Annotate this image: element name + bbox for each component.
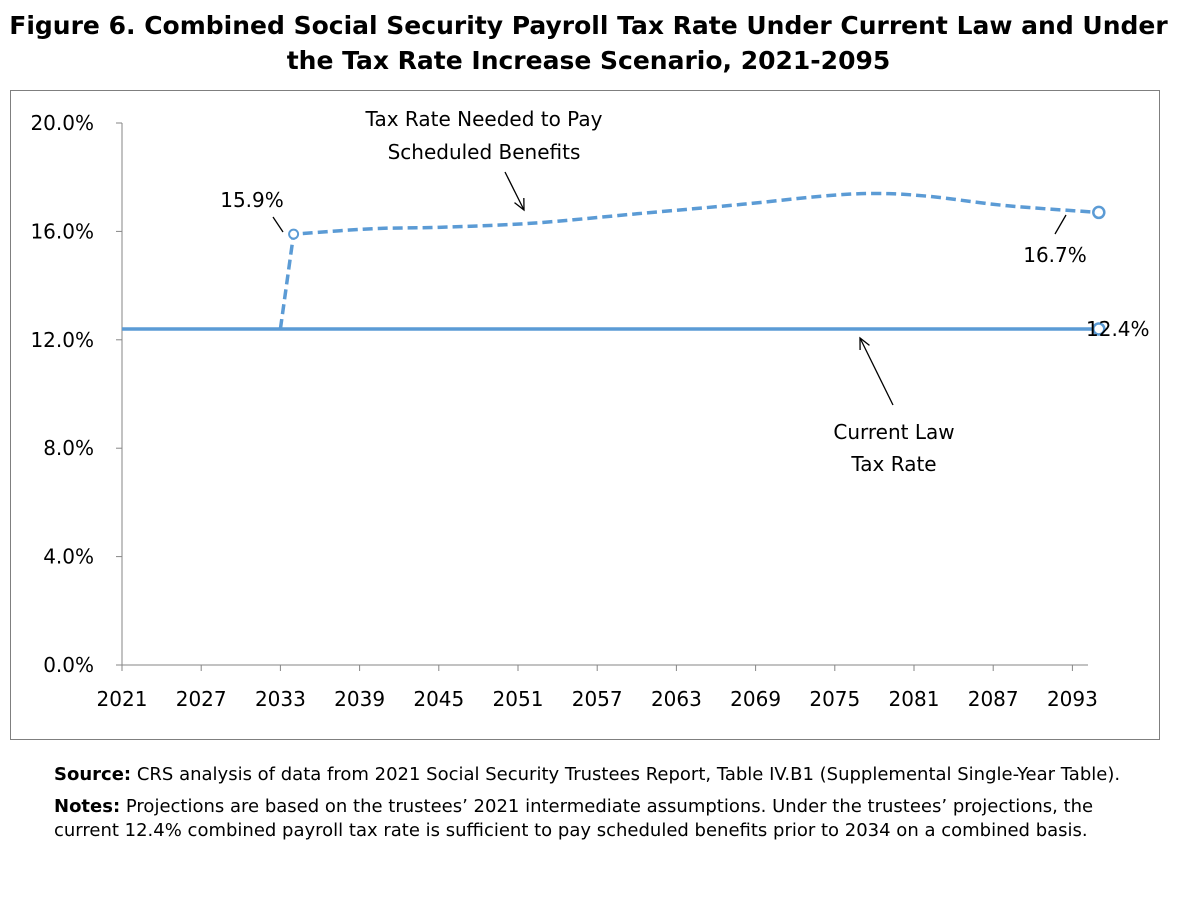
- x-tick-label: 2075: [809, 687, 860, 711]
- line-chart: 0.0% 4.0% 8.0% 12.0% 16.0% 20.0% 2021 2027 2033…: [30, 107, 1149, 711]
- series-1-end-marker: [1092, 322, 1106, 336]
- x-tick-label: 2069: [730, 687, 781, 711]
- y-tick-label: 8.0%: [43, 436, 94, 460]
- x-tick-label: 2051: [493, 687, 544, 711]
- annotation-needed-line-1: Tax Rate Needed to Pay: [365, 107, 603, 131]
- y-tick-label: 20.0%: [30, 111, 94, 135]
- arrow-needed-rate: [504, 171, 525, 212]
- y-tick-label: 0.0%: [43, 653, 94, 677]
- notes-text: Projections are based on the trustees’ 2…: [54, 796, 1094, 841]
- y-axis-ticks: 0.0% 4.0% 8.0% 12.0% 16.0% 20.0%: [30, 111, 122, 677]
- x-axis-ticks: 2021 2027 2033 2039 2045 2051 2057 2063 2069 2075…: [97, 665, 1098, 711]
- notes-section: Source: CRS analysis of data from 2021 S…: [54, 763, 1154, 851]
- series-layer: [122, 191, 1106, 336]
- leader-start: [272, 216, 284, 233]
- figure-title-line-2: the Tax Rate Increase Scenario, 2021-209…: [286, 46, 891, 75]
- series-2-start-marker: [288, 228, 300, 240]
- data-label-end-needed: 16.7%: [1023, 243, 1087, 267]
- series-line-2: [278, 191, 1099, 330]
- x-tick-label: 2081: [889, 687, 940, 711]
- chart-frame: [10, 90, 1160, 740]
- leader-end-needed: [1054, 214, 1067, 235]
- annotation-layer: Tax Rate Needed to Pay Scheduled Benefit…: [220, 107, 1149, 476]
- source-note: Source: CRS analysis of data from 2021 S…: [54, 763, 1154, 787]
- annotation-current-line-1: Current Law: [833, 420, 954, 444]
- x-tick-label: 2045: [413, 687, 464, 711]
- annotation-current-line-2: Tax Rate: [850, 452, 936, 476]
- x-tick-label: 2021: [97, 687, 148, 711]
- x-tick-label: 2057: [572, 687, 623, 711]
- x-tick-label: 2093: [1047, 687, 1098, 711]
- y-tick-label: 4.0%: [43, 545, 94, 569]
- x-tick-label: 2027: [176, 687, 227, 711]
- annotation-needed-line-2: Scheduled Benefits: [388, 140, 581, 164]
- x-tick-label: 2063: [651, 687, 702, 711]
- figure-title: Figure 6. Combined Social Security Payro…: [0, 8, 1177, 78]
- x-tick-label: 2039: [334, 687, 385, 711]
- notes-label: Notes:: [54, 796, 121, 817]
- series-2-end-marker: [1092, 205, 1106, 220]
- arrow-current-rate: [859, 336, 894, 406]
- figure-title-line-1: Figure 6. Combined Social Security Payro…: [9, 11, 1168, 40]
- y-tick-label: 12.0%: [30, 328, 94, 352]
- data-label-end-current: 12.4%: [1086, 317, 1150, 341]
- y-tick-label: 16.0%: [30, 219, 94, 243]
- x-tick-label: 2033: [255, 687, 306, 711]
- source-text: CRS analysis of data from 2021 Social Se…: [136, 764, 1121, 785]
- x-tick-label: 2087: [968, 687, 1019, 711]
- source-label: Source:: [54, 764, 132, 785]
- data-label-start: 15.9%: [220, 188, 284, 212]
- notes-note: Notes: Projections are based on the trus…: [54, 795, 1154, 843]
- chart-axes: [121, 123, 1088, 666]
